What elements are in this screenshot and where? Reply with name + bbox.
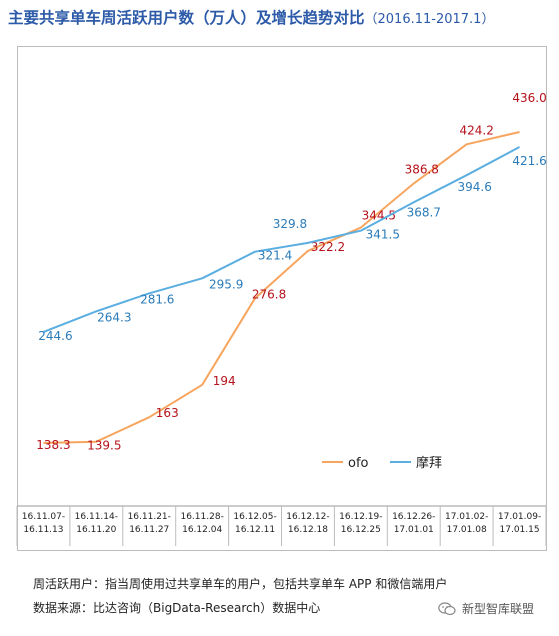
footnote-source: 数据来源：比达咨询（BigData-Research）数据中心 — [33, 601, 321, 615]
footnote-definition: 周活跃用户：指当周使用过共享单车的用户，包括共享单车 APP 和微信端用户 — [33, 577, 448, 591]
series-line-ofo — [43, 131, 520, 444]
x-tick-label: 17.01.08 — [447, 525, 487, 535]
chart-title-range: （2016.11-2017.1） — [364, 12, 495, 27]
x-tick-label: 16.11.13 — [23, 525, 63, 535]
data-label-ofo: 436.0 — [512, 91, 546, 105]
brand-watermark: 新型智库联盟 — [438, 600, 534, 617]
data-label-ofo: 163 — [156, 406, 179, 420]
data-label-ofo: 386.8 — [405, 162, 439, 176]
x-tick-label: 17.01.01 — [394, 525, 434, 535]
x-tick-label: 16.11.14- — [75, 512, 118, 522]
x-tick-label: 16.11.21- — [128, 512, 171, 522]
data-label-mobike: 244.6 — [38, 329, 72, 343]
legend-label-ofo: ofo — [348, 456, 369, 471]
x-tick-label: 16.12.04 — [182, 525, 222, 535]
brand-name: 新型智库联盟 — [462, 602, 535, 616]
data-label-mobike: 421.6 — [512, 154, 546, 168]
data-label-ofo: 194 — [213, 374, 236, 388]
x-tick-label: 16.11.27 — [129, 525, 169, 535]
chart-title-text: 主要共享单车周活跃用户数（万人）及增长趋势对比 — [8, 9, 365, 27]
data-label-mobike: 329.8 — [273, 217, 307, 231]
data-label-mobike: 295.9 — [209, 277, 243, 291]
data-label-ofo: 138.3 — [36, 438, 70, 452]
data-label-ofo: 139.5 — [87, 439, 121, 453]
x-tick-label: 16.12.19- — [339, 512, 382, 522]
data-label-ofo: 276.8 — [252, 287, 286, 301]
series-line-mobike — [43, 146, 520, 333]
chart-frame — [17, 46, 547, 551]
x-tick-label: 16.12.12- — [286, 512, 329, 522]
data-label-mobike: 281.6 — [140, 292, 174, 306]
data-label-ofo: 424.2 — [459, 123, 493, 137]
data-label-mobike: 321.4 — [258, 249, 292, 263]
data-label-ofo: 322.2 — [311, 240, 345, 254]
legend-label-mobike: 摩拜 — [416, 455, 442, 471]
x-tick-label: 16.12.18 — [288, 525, 328, 535]
x-tick-label: 16.12.11 — [235, 525, 275, 535]
x-tick-label: 17.01.15 — [500, 525, 540, 535]
x-tick-label: 16.12.25 — [341, 525, 381, 535]
data-label-mobike: 264.3 — [97, 310, 131, 324]
data-label-mobike: 394.6 — [457, 180, 491, 194]
x-tick-label: 16.11.07- — [22, 512, 65, 522]
x-tick-label: 17.01.09- — [498, 512, 541, 522]
x-tick-label: 16.12.05- — [233, 512, 276, 522]
data-label-mobike: 368.7 — [407, 205, 441, 219]
x-tick-label: 16.11.20 — [76, 525, 116, 535]
data-label-mobike: 341.5 — [366, 228, 400, 242]
wechat-icon — [438, 601, 456, 615]
x-tick-label: 17.01.02- — [445, 512, 488, 522]
x-tick-label: 16.12.26- — [392, 512, 435, 522]
x-tick-label: 16.11.28- — [180, 512, 223, 522]
chart-title: 主要共享单车周活跃用户数（万人）及增长趋势对比（2016.11-2017.1） — [8, 6, 494, 28]
data-label-ofo: 344.5 — [362, 209, 396, 223]
